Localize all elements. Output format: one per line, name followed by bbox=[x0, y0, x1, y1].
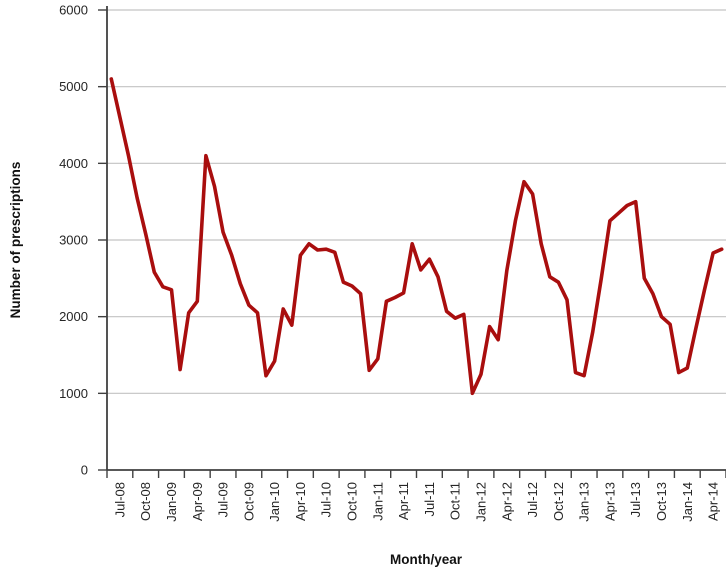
x-tick-label: Jul-12 bbox=[525, 482, 540, 517]
y-tick-label: 5000 bbox=[59, 79, 88, 94]
x-tick-label: Apr-10 bbox=[293, 482, 308, 521]
x-tick-label: Apr-11 bbox=[396, 482, 411, 520]
x-axis-tick-labels: Jul-08 Oct-08 Jan-09 Apr-09 Jul-09 Oct-09 Jan-… bbox=[112, 482, 720, 522]
x-tick-label: Jul-13 bbox=[628, 482, 643, 517]
x-tick-label: Jul-10 bbox=[319, 482, 334, 517]
x-tick-label: Apr-13 bbox=[602, 482, 617, 521]
y-tick-label: 3000 bbox=[59, 233, 88, 248]
y-axis-tick-labels: 0 1000 2000 3000 4000 5000 6000 bbox=[59, 3, 88, 478]
x-tick-label: Oct-11 bbox=[448, 482, 463, 520]
x-axis-title: Month/year bbox=[390, 552, 463, 567]
horizontal-gridlines bbox=[107, 9, 726, 394]
x-tick-label: Oct-12 bbox=[551, 482, 566, 521]
x-tick-label: Oct-10 bbox=[345, 482, 360, 521]
x-tick-label: Apr-12 bbox=[499, 482, 514, 521]
x-tick-label: Jul-08 bbox=[112, 482, 127, 517]
x-tick-label: Apr-09 bbox=[190, 482, 205, 521]
y-axis-tick-marks bbox=[98, 9, 107, 471]
y-tick-label: 4000 bbox=[59, 156, 88, 171]
y-tick-label: 2000 bbox=[59, 309, 88, 324]
x-tick-label: Oct-09 bbox=[241, 482, 256, 521]
x-tick-label: Jan-12 bbox=[473, 482, 488, 522]
x-tick-label: Jan-10 bbox=[267, 482, 282, 522]
y-tick-label: 0 bbox=[81, 463, 88, 478]
x-tick-label: Oct-08 bbox=[138, 482, 153, 521]
x-tick-label: Apr-14 bbox=[706, 482, 721, 521]
prescriptions-data-series-line bbox=[109, 77, 724, 396]
y-tick-label: 1000 bbox=[59, 386, 88, 401]
x-tick-label: Jul-11 bbox=[422, 482, 437, 516]
x-tick-label: Jul-09 bbox=[216, 482, 231, 517]
y-tick-label: 6000 bbox=[59, 3, 88, 18]
y-axis-title: Number of prescriptions bbox=[8, 162, 23, 319]
x-axis-tick-marks bbox=[106, 470, 726, 478]
x-tick-label: Jan-11 bbox=[370, 482, 385, 521]
x-tick-label: Jan-09 bbox=[164, 482, 179, 522]
x-tick-label: Jan-13 bbox=[577, 482, 592, 522]
x-tick-label: Jan-14 bbox=[680, 482, 695, 522]
x-tick-label: Oct-13 bbox=[654, 482, 669, 521]
